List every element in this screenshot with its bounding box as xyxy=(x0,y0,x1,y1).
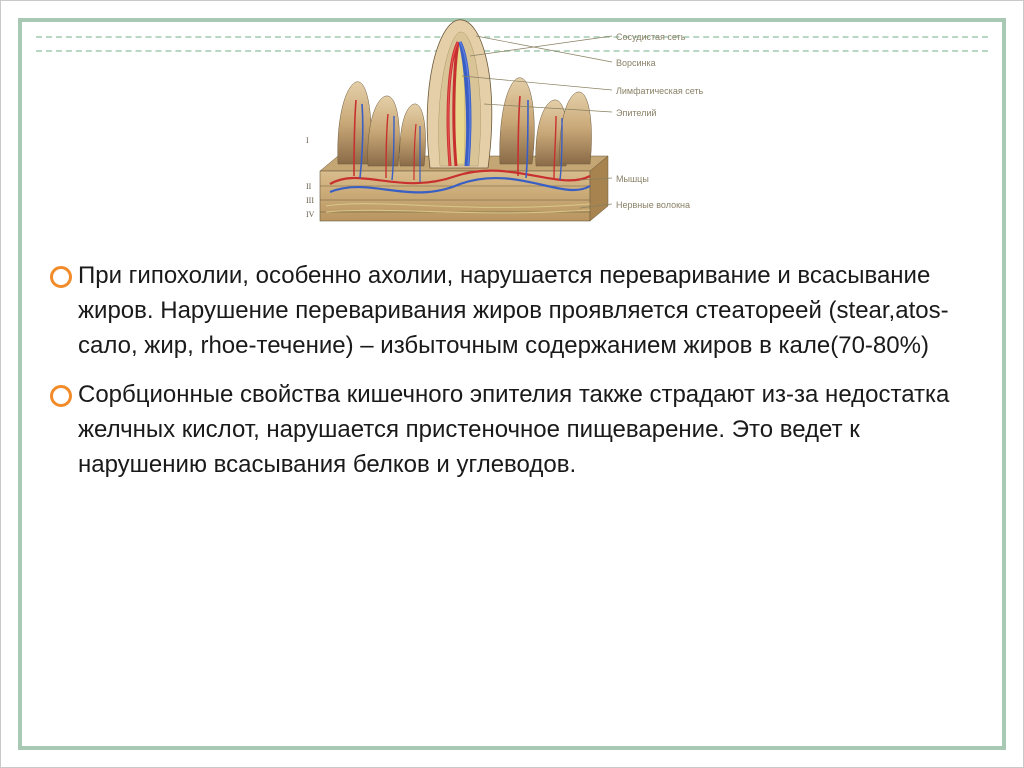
diagram-roman: I xyxy=(306,136,309,145)
villus-diagram: Сосудистая сеть Ворсинка Лимфатическая сет… xyxy=(260,16,740,241)
bullet-list: При гипохолии, особенно ахолии, нарушает… xyxy=(46,258,984,482)
diagram-label: Нервные волокна xyxy=(616,200,690,210)
bullet-2: Сорбционные свойства кишечного эпителия … xyxy=(46,377,984,482)
bullet-1: При гипохолии, особенно ахолии, нарушает… xyxy=(46,258,984,363)
diagram-label: Мышцы xyxy=(616,174,649,184)
diagram-label: Ворсинка xyxy=(616,58,656,68)
diagram-label: Лимфатическая сеть xyxy=(616,86,703,96)
diagram-roman: III xyxy=(306,196,314,205)
slide-body: При гипохолии, особенно ахолии, нарушает… xyxy=(46,258,984,496)
diagram-label: Сосудистая сеть xyxy=(616,32,685,42)
diagram-label: Эпителий xyxy=(616,108,656,118)
diagram-roman: II xyxy=(306,182,311,191)
diagram-roman: IV xyxy=(306,210,314,219)
